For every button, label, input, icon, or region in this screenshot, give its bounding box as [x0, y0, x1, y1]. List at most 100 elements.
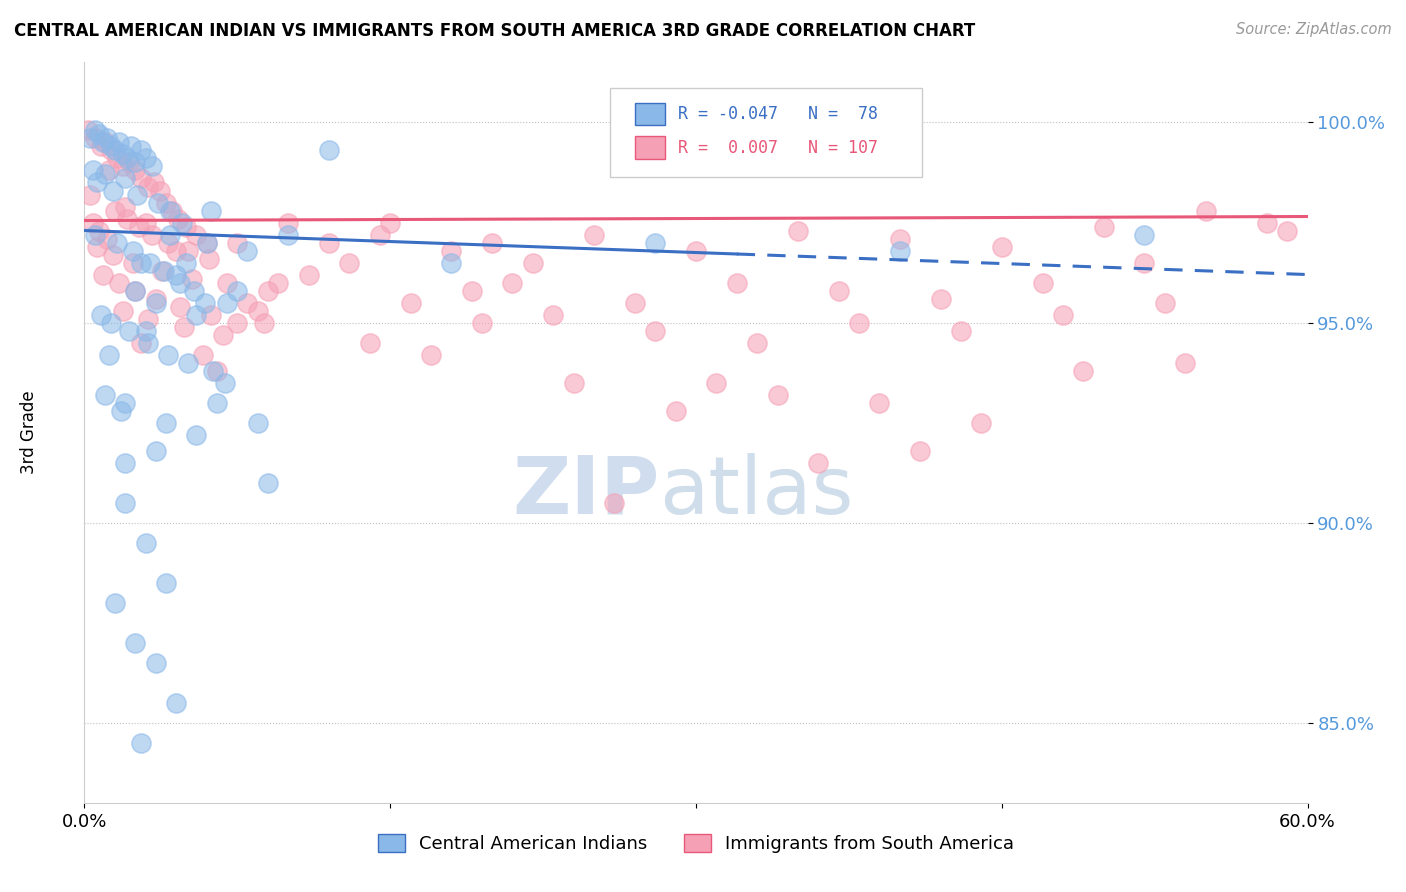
- Point: [136, 311, 159, 326]
- Point: [93, 387, 115, 401]
- Point: [124, 284, 146, 298]
- Text: Source: ZipAtlas.com: Source: ZipAtlas.com: [1236, 22, 1392, 37]
- Point: [83, 227, 105, 242]
- Point: [145, 295, 167, 310]
- Point: [146, 195, 169, 210]
- Point: [399, 295, 422, 310]
- Point: [141, 227, 163, 242]
- Point: [747, 335, 769, 350]
- Point: [339, 255, 361, 269]
- Point: [136, 179, 159, 194]
- Point: [90, 139, 112, 153]
- Point: [108, 276, 131, 290]
- Point: [101, 184, 124, 198]
- Point: [128, 219, 150, 234]
- Point: [93, 168, 115, 182]
- Point: [93, 136, 115, 150]
- Point: [124, 636, 146, 650]
- Point: [91, 268, 114, 282]
- Point: [100, 316, 122, 330]
- Point: [114, 496, 136, 510]
- Point: [155, 195, 177, 210]
- Point: [149, 184, 172, 198]
- Point: [665, 403, 688, 417]
- Point: [440, 244, 463, 258]
- Point: [991, 239, 1014, 253]
- Point: [471, 316, 494, 330]
- Point: [1073, 363, 1095, 377]
- Point: [583, 227, 606, 242]
- Text: ZIP: ZIP: [512, 453, 659, 531]
- Point: [1092, 219, 1115, 234]
- Point: [112, 147, 135, 161]
- Point: [105, 235, 128, 250]
- Point: [277, 215, 299, 229]
- Point: [502, 276, 524, 290]
- Point: [644, 235, 666, 250]
- Point: [257, 475, 280, 490]
- Point: [889, 244, 911, 258]
- Point: [104, 203, 127, 218]
- Point: [1032, 276, 1054, 290]
- Point: [153, 263, 176, 277]
- Point: [114, 395, 136, 409]
- Point: [156, 235, 179, 250]
- Point: [257, 284, 280, 298]
- Point: [174, 219, 197, 234]
- Point: [141, 160, 163, 174]
- Point: [142, 176, 165, 190]
- Point: [114, 200, 136, 214]
- Point: [217, 276, 239, 290]
- Point: [195, 235, 218, 250]
- Text: atlas: atlas: [659, 453, 853, 531]
- Point: [115, 152, 138, 166]
- Point: [91, 136, 114, 150]
- Point: [159, 203, 181, 218]
- Point: [145, 656, 167, 670]
- Point: [183, 284, 205, 298]
- Point: [368, 227, 391, 242]
- Point: [172, 215, 194, 229]
- Point: [869, 395, 891, 409]
- Point: [114, 171, 136, 186]
- Point: [177, 355, 200, 369]
- Bar: [636, 136, 665, 159]
- Text: R = -0.047   N =  78: R = -0.047 N = 78: [678, 105, 877, 123]
- Point: [124, 163, 146, 178]
- Point: [83, 131, 105, 145]
- Point: [1154, 295, 1177, 310]
- Point: [131, 335, 153, 350]
- Point: [90, 308, 112, 322]
- Point: [1277, 223, 1299, 237]
- Point: [787, 223, 810, 237]
- Point: [766, 387, 789, 401]
- Point: [96, 131, 118, 145]
- Point: [205, 363, 228, 377]
- Point: [725, 276, 748, 290]
- Point: [104, 596, 127, 610]
- Point: [150, 263, 173, 277]
- Point: [169, 276, 191, 290]
- Point: [108, 136, 131, 150]
- Point: [236, 295, 259, 310]
- Point: [131, 144, 153, 158]
- Point: [135, 215, 157, 229]
- Point: [380, 215, 402, 229]
- Point: [194, 295, 217, 310]
- Point: [1195, 203, 1218, 218]
- Point: [889, 231, 911, 245]
- Point: [1256, 215, 1278, 229]
- Point: [236, 244, 259, 258]
- Point: [131, 255, 153, 269]
- Point: [122, 244, 145, 258]
- Point: [246, 303, 269, 318]
- Point: [522, 255, 544, 269]
- Point: [115, 211, 138, 226]
- Point: [191, 348, 214, 362]
- Point: [120, 139, 142, 153]
- Point: [167, 211, 190, 226]
- Point: [603, 496, 626, 510]
- Point: [110, 403, 132, 417]
- Point: [159, 227, 181, 242]
- Point: [181, 271, 204, 285]
